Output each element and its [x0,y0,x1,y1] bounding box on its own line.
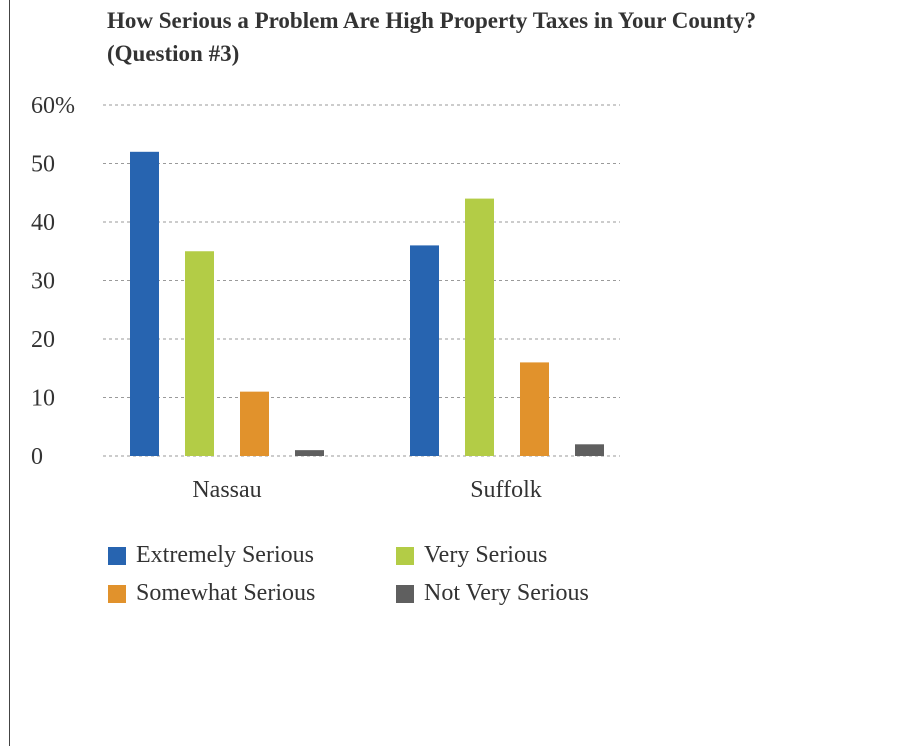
x-category-label: Nassau [192,477,261,503]
y-tick-label: 0 [31,444,43,470]
bar-extremely-serious-nassau [130,151,159,457]
legend-label: Not Very Serious [424,580,589,606]
y-tick-label: 30 [31,269,55,295]
x-axis-categories: Nassau Suffolk [192,477,541,503]
bar-not-very-serious-nassau [295,450,324,456]
legend-item: Not Very Serious [396,580,589,607]
legend-swatch [396,584,414,603]
legend-swatch [108,546,126,565]
legend-item: Somewhat Serious [108,580,315,607]
y-axis-ticks: 0 10 20 30 40 50 60% [31,93,75,470]
y-tick-label: 10 [31,386,55,412]
legend-swatch [396,546,414,565]
bar-somewhat-serious-nassau [240,391,269,456]
legend-swatch [108,584,126,603]
bar-chart: 0 10 20 30 40 50 60% Nassau Suffolk [31,93,620,503]
bar-not-very-serious-suffolk [575,444,604,456]
y-tick-label: 50 [31,152,55,178]
y-tick-label: 40 [31,210,55,236]
page-left-rule [9,0,10,746]
legend-item: Very Serious [396,542,547,569]
bar-very-serious-suffolk [465,198,494,456]
y-tick-label: 20 [31,327,55,353]
y-tick-label: 60% [31,93,75,119]
legend-item: Extremely Serious [108,542,314,569]
chart-title: How Serious a Problem Are High Property … [107,4,907,70]
x-category-label: Suffolk [470,477,542,503]
bars [130,151,604,457]
bar-extremely-serious-suffolk [410,245,439,456]
bar-very-serious-nassau [185,251,214,456]
legend-label: Somewhat Serious [136,580,316,606]
chart-title-line-2: (Question #3) [107,41,240,66]
legend-label: Very Serious [424,542,548,568]
legend-label: Extremely Serious [136,542,314,568]
chart-title-line-1: How Serious a Problem Are High Property … [107,8,757,33]
bar-somewhat-serious-suffolk [520,362,549,456]
